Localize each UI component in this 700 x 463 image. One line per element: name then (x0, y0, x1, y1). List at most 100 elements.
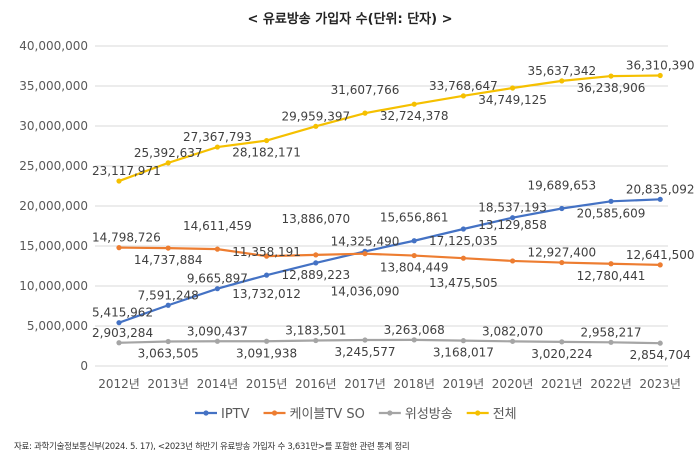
legend-label: 케이블TV SO (290, 407, 365, 422)
x-tick-label: 2018년 (393, 377, 435, 391)
x-tick-label: 2016년 (295, 377, 337, 391)
y-tick-label: 10,000,000 (19, 279, 88, 293)
data-point (362, 110, 368, 116)
data-label: 14,611,459 (183, 219, 252, 233)
data-label: 3,020,224 (531, 347, 592, 361)
data-point (116, 340, 122, 346)
data-label: 29,959,397 (281, 109, 350, 123)
data-point (214, 246, 220, 252)
data-point (657, 262, 663, 268)
y-tick-label: 15,000,000 (19, 239, 88, 253)
x-tick-label: 2015년 (246, 377, 288, 391)
data-label: 13,475,505 (429, 276, 498, 290)
data-point (313, 337, 319, 344)
data-label: 20,835,092 (626, 182, 695, 196)
data-label: 3,183,501 (285, 324, 346, 338)
y-tick-label: 0 (80, 359, 88, 373)
data-point (559, 205, 565, 212)
y-tick-label: 20,000,000 (19, 199, 88, 213)
data-label: 14,798,726 (92, 231, 161, 245)
data-label: 27,367,793 (183, 130, 252, 144)
x-tick-label: 2020년 (492, 377, 534, 391)
data-label: 23,117,971 (92, 164, 161, 178)
data-label: 13,886,070 (281, 212, 350, 226)
data-label: 31,607,766 (331, 83, 400, 97)
data-label: 13,129,858 (478, 218, 547, 232)
data-point (460, 226, 466, 232)
data-point (460, 255, 466, 261)
data-point (411, 238, 417, 244)
x-tick-label: 2021년 (541, 377, 583, 391)
data-label: 34,749,125 (478, 93, 547, 107)
y-tick-label: 35,000,000 (19, 79, 88, 93)
data-point (509, 85, 516, 91)
data-point (116, 178, 122, 184)
data-label: 19,689,653 (527, 178, 596, 192)
legend-marker (475, 410, 481, 416)
legend-marker (271, 410, 278, 416)
data-label: 3,063,505 (138, 346, 199, 360)
data-label: 2,854,704 (630, 348, 691, 362)
data-point (165, 338, 171, 345)
data-point (559, 339, 565, 345)
series-line (118, 246, 661, 266)
x-tick-label: 2019년 (443, 377, 485, 391)
data-label: 15,656,861 (380, 211, 449, 225)
data-label: 36,310,390 (626, 59, 695, 73)
data-label: 12,641,500 (626, 248, 695, 262)
data-label: 13,804,449 (380, 261, 449, 275)
data-point (460, 93, 466, 99)
legend-marker (203, 410, 209, 416)
data-label: 3,090,437 (187, 324, 248, 338)
data-point (165, 302, 171, 308)
y-tick-label: 25,000,000 (19, 159, 88, 173)
data-point (509, 338, 516, 344)
data-point (313, 123, 319, 129)
data-label: 2,903,284 (92, 326, 153, 340)
data-point (657, 196, 663, 202)
data-point (264, 253, 270, 259)
data-label: 28,182,171 (232, 146, 301, 160)
data-point (608, 73, 614, 79)
data-point (411, 252, 417, 259)
data-label: 32,724,378 (380, 109, 449, 123)
data-point (657, 72, 663, 79)
data-label: 14,036,090 (331, 285, 400, 299)
chart-title: < 유료방송 가입자 수(단위: 단자) > (247, 12, 453, 27)
data-label: 17,125,035 (429, 234, 498, 248)
data-point (608, 198, 614, 204)
series-line (118, 74, 661, 183)
series-line (118, 338, 661, 345)
x-tick-label: 2013년 (147, 377, 189, 391)
legend-label: 위성방송 (405, 407, 453, 422)
data-point (509, 258, 516, 264)
y-tick-label: 30,000,000 (19, 119, 88, 133)
data-point (264, 338, 270, 344)
data-label: 20,585,609 (577, 206, 646, 220)
x-tick-label: 2023년 (639, 377, 681, 391)
source-note: 자료: 과학기술정보통신부(2024. 5. 17), <2023년 하반기 유… (14, 442, 410, 452)
data-label: 33,768,647 (429, 79, 498, 93)
data-point (362, 251, 368, 257)
data-label: 2,958,217 (580, 325, 641, 339)
data-label: 12,780,441 (577, 269, 646, 283)
data-label: 18,537,193 (478, 201, 547, 215)
data-label: 7,591,248 (138, 288, 199, 302)
data-label: 25,392,637 (134, 146, 203, 160)
data-point (116, 320, 122, 326)
data-label: 9,665,897 (187, 272, 248, 286)
data-point (362, 337, 368, 343)
data-point (165, 160, 171, 166)
data-label: 3,168,017 (433, 346, 494, 360)
data-point (608, 339, 614, 345)
data-label: 3,263,068 (384, 323, 445, 337)
x-tick-label: 2017년 (344, 377, 386, 391)
legend-label: 전체 (493, 407, 517, 422)
x-tick-label: 2012년 (98, 377, 140, 391)
series-line (118, 198, 661, 324)
data-point (313, 260, 319, 266)
data-point (509, 215, 516, 221)
data-point (411, 101, 417, 107)
data-point (313, 252, 319, 258)
